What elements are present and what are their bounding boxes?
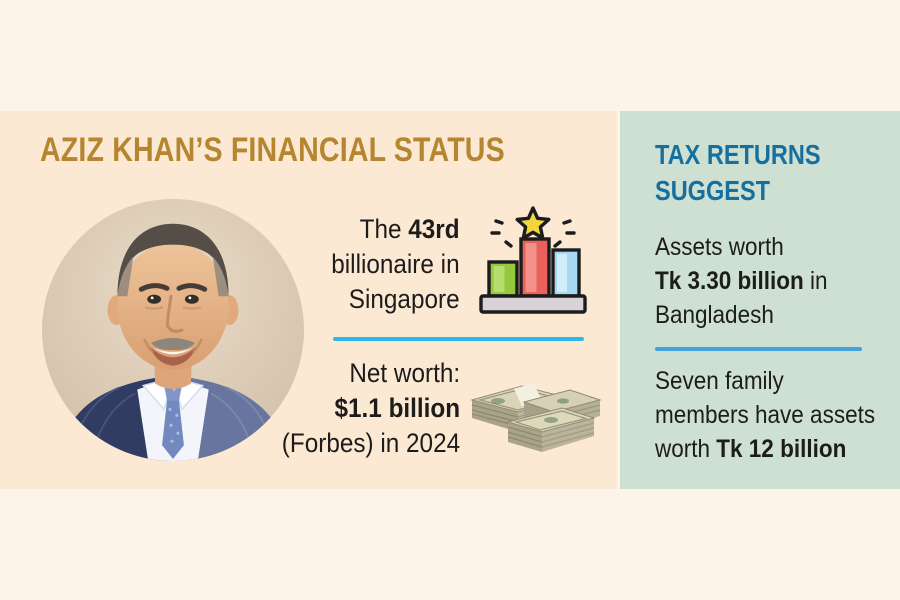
rank-line-2: billionaire in [331,249,460,279]
podium-ranking-icon [476,206,590,322]
portrait-illustration [42,199,304,461]
rank-fact: The 43rd billionaire in Singapore [332,212,460,317]
heading-line-2: SUGGEST [655,175,771,206]
rank-line-3: Singapore [349,284,460,314]
networth-line-1: Net worth: [349,358,460,388]
aziz-khan-portrait-photo [42,199,304,461]
page-title: AZIZ KHAN’S FINANCIAL STATUS [40,131,505,169]
rank-line-1: The 43rd [360,214,460,244]
panel-divider [655,347,862,351]
assets-fact: Assets worth Tk 3.30 billion in Banglade… [655,230,861,332]
family-line-1: Seven family [655,367,784,395]
assets-line-3: Bangladesh [655,301,774,329]
networth-line-3: (Forbes) in 2024 [281,428,460,458]
assets-line-2: Tk 3.30 billion in [655,267,828,295]
cash-stacks-icon [464,360,606,458]
networth-line-2: $1.1 billion [334,393,460,423]
assets-line-1: Assets worth [655,233,784,261]
tax-returns-heading: TAX RETURNS SUGGEST [655,137,847,209]
family-line-3: worth Tk 12 billion [655,435,847,463]
heading-line-1: TAX RETURNS [655,139,821,170]
family-line-2: members have assets [655,401,876,429]
family-assets-fact: Seven family members have assets worth T… [655,364,876,466]
section-divider [333,337,584,341]
net-worth-fact: Net worth: $1.1 billion (Forbes) in 2024 [282,356,460,461]
tax-returns-card: TAX RETURNS SUGGEST Assets worth Tk 3.30… [620,111,900,489]
